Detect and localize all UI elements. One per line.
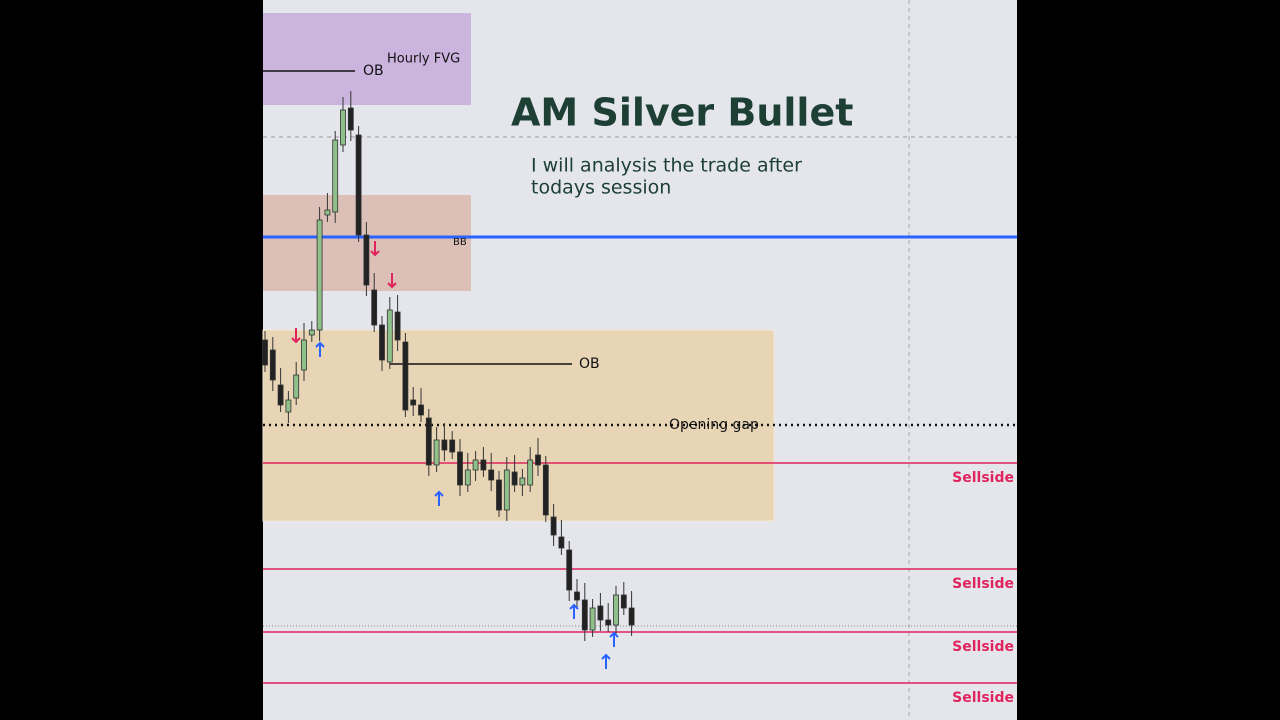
annotation: Opening gap [669, 417, 759, 433]
candle-body [269, 349, 276, 381]
candle-body [379, 324, 385, 361]
candle-body [581, 599, 588, 631]
down-arrow [291, 328, 301, 344]
candle-body [574, 591, 580, 601]
candle-body [355, 134, 362, 236]
sellside-label: Sellside [952, 639, 1014, 655]
up-arrow [315, 341, 325, 357]
candle-body [363, 234, 370, 286]
candle-body [441, 439, 448, 451]
candle-body [558, 536, 565, 549]
candle-body [425, 417, 432, 466]
candle-body [613, 594, 619, 626]
title: AM Silver Bullet [511, 91, 853, 135]
candle-body [347, 107, 354, 131]
candle-body [402, 341, 409, 411]
candle-body [285, 399, 292, 413]
candle-body [511, 471, 518, 486]
candle-body [503, 469, 510, 511]
candle-body [410, 399, 417, 406]
up-arrow [434, 490, 444, 506]
candle-body [386, 309, 393, 363]
candle-body [277, 384, 284, 406]
sellside-label: Sellside [952, 690, 1014, 706]
down-arrow [370, 241, 380, 257]
candle-body [308, 329, 315, 336]
candle-body [480, 459, 487, 471]
sellside-label: Sellside [952, 576, 1014, 592]
candle-body [340, 109, 346, 146]
candle-body [519, 477, 526, 486]
candle-body [535, 454, 541, 466]
candle-body [262, 339, 268, 366]
candle-body [488, 469, 495, 481]
candle-body [332, 139, 339, 213]
candle-body [589, 607, 596, 631]
candle-body [394, 311, 401, 341]
candle-body [449, 439, 456, 453]
candle-body [597, 605, 604, 621]
candle-body [542, 464, 549, 516]
up-arrow [569, 603, 579, 619]
up-arrow [601, 653, 611, 669]
candle-body [301, 339, 307, 371]
sellside-label: Sellside [952, 470, 1014, 486]
annotation: OB [363, 63, 384, 79]
annotation: BB [453, 237, 467, 248]
fvg-zone [263, 13, 471, 105]
candle-body [605, 619, 612, 626]
down-arrow [387, 273, 397, 289]
candle-body [472, 459, 479, 471]
up-arrow [609, 631, 619, 647]
candle-body [371, 289, 378, 326]
candle-body [457, 451, 463, 486]
annotation: OB [579, 356, 600, 372]
candle-body [550, 516, 557, 536]
candle-body [418, 404, 424, 416]
candle-body [433, 439, 440, 466]
subtitle: I will analysis the trade after [531, 155, 802, 177]
candle-body [496, 479, 502, 511]
candle-body [527, 459, 534, 486]
annotation: Hourly FVG [387, 52, 460, 67]
candle-body [566, 549, 573, 591]
candle-body [324, 209, 331, 216]
subtitle: todays session [531, 177, 671, 199]
candle-body [316, 219, 323, 331]
candle-body [464, 469, 471, 486]
candle-body [628, 607, 635, 626]
candle-body [293, 374, 300, 399]
candle-body [620, 594, 627, 609]
